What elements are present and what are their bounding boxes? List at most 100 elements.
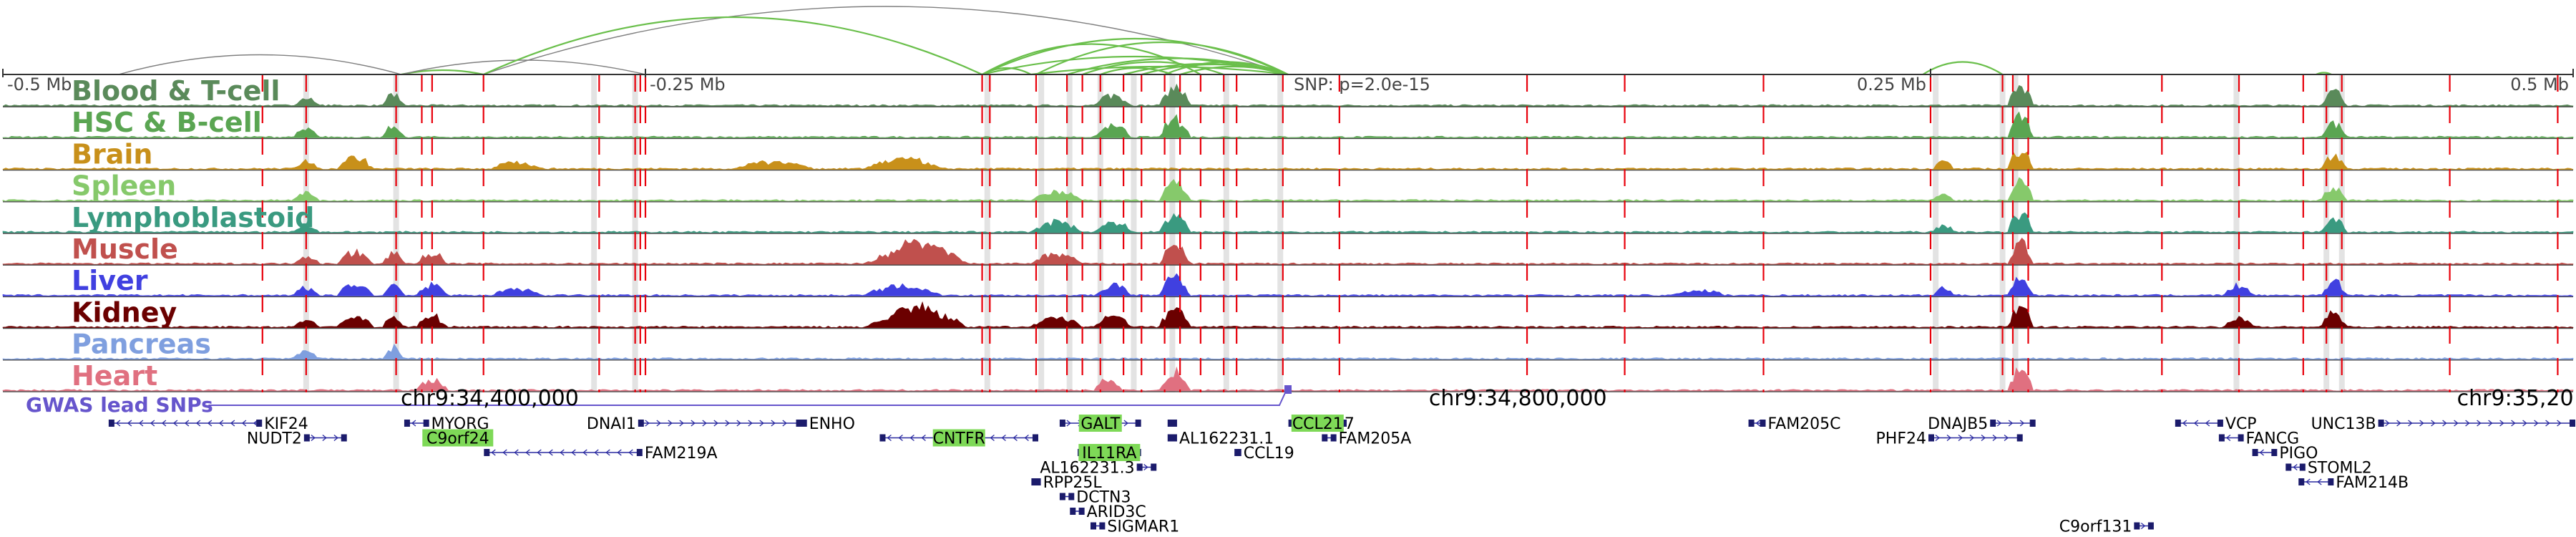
gene-exon bbox=[2147, 522, 2154, 530]
snp-pvalue-label: SNP: p=2.0e-15 bbox=[1294, 74, 1430, 95]
strand-chevron bbox=[138, 420, 144, 427]
strand-chevron bbox=[645, 420, 650, 427]
strand-chevron bbox=[898, 434, 903, 442]
gene-label: KIF24 bbox=[264, 415, 308, 433]
strand-chevron bbox=[702, 420, 707, 427]
gene-exon bbox=[1135, 420, 1141, 427]
strand-chevron bbox=[2193, 420, 2199, 427]
strand-chevron bbox=[668, 420, 673, 427]
interaction-arc bbox=[1922, 61, 2004, 75]
strand-chevron bbox=[628, 449, 633, 456]
track-label-0: Blood & T-cell bbox=[72, 75, 280, 107]
strand-chevron bbox=[887, 434, 892, 442]
gene-exon bbox=[2328, 478, 2334, 485]
strand-chevron bbox=[2140, 522, 2146, 530]
gene-label: C9orf24 bbox=[426, 430, 489, 448]
gene-label: FAM205A bbox=[1339, 430, 1412, 448]
strand-chevron bbox=[2431, 420, 2436, 427]
gene-exon bbox=[2217, 420, 2223, 427]
gene-label: FAM214B bbox=[2336, 474, 2409, 492]
gene-label: DCTN3 bbox=[1076, 489, 1131, 507]
gene-label: CNTFR bbox=[933, 430, 985, 448]
strand-chevron bbox=[748, 420, 753, 427]
interaction-arc bbox=[401, 59, 646, 75]
gene-label: AL162231.3 bbox=[1040, 460, 1134, 478]
strand-chevron bbox=[2293, 463, 2298, 471]
strand-chevron bbox=[2019, 420, 2025, 427]
strand-chevron bbox=[2477, 420, 2482, 427]
strand-chevron bbox=[2511, 420, 2516, 427]
gene-exon bbox=[303, 434, 310, 442]
strand-chevron bbox=[1981, 434, 1986, 442]
gene-fam205c: FAM205C bbox=[1748, 415, 1841, 433]
track-label-7: Kidney bbox=[72, 296, 177, 328]
gene-c9orf24: C9orf24 bbox=[422, 429, 494, 448]
strand-chevron bbox=[491, 449, 496, 456]
gene-label: ARID3C bbox=[1087, 503, 1146, 521]
gene-unc13b: UNC13B bbox=[2311, 415, 2575, 433]
gene-exon bbox=[108, 420, 114, 427]
strand-chevron bbox=[115, 420, 121, 427]
strand-chevron bbox=[617, 449, 622, 456]
gene-exon bbox=[2299, 463, 2306, 471]
strand-chevron bbox=[548, 449, 553, 456]
gene-enho: ENHO bbox=[797, 415, 855, 433]
strand-chevron bbox=[1935, 434, 1941, 442]
gene-exon bbox=[801, 420, 807, 427]
interaction-arc bbox=[1100, 67, 1173, 76]
strand-chevron bbox=[161, 420, 167, 427]
track-label-2: Brain bbox=[72, 138, 152, 170]
strand-chevron bbox=[909, 434, 914, 442]
strand-chevron bbox=[2545, 420, 2550, 427]
gene-label: CCL19 bbox=[1244, 445, 1294, 463]
gene-label: DNAI1 bbox=[587, 415, 636, 433]
gene-label: FAM205C bbox=[1768, 415, 1841, 433]
distance-ruler: -0.5 Mb -0.25 Mb 0.25 Mb 0.5 Mb SNP: p=2.0e-… bbox=[2, 69, 2574, 95]
gene-fam205a: FAM205A bbox=[1322, 430, 1411, 448]
gene-highlight-box bbox=[1078, 444, 1141, 461]
gene-exon bbox=[1031, 478, 1038, 485]
interaction-arcs bbox=[118, 6, 2332, 76]
strand-chevron bbox=[679, 420, 684, 427]
gene-ccl21: CCL21 bbox=[1288, 415, 1347, 433]
gene-exon bbox=[1136, 463, 1143, 471]
gene-exon bbox=[1330, 434, 1337, 442]
strand-chevron bbox=[241, 420, 247, 427]
gene-exon bbox=[341, 434, 347, 442]
strand-chevron bbox=[1958, 434, 1963, 442]
strand-chevron bbox=[2259, 449, 2264, 456]
gene-label: DNAJB5 bbox=[1928, 415, 1988, 433]
gene-exon bbox=[1171, 434, 1177, 442]
gene-exon bbox=[2271, 449, 2278, 456]
gene-label: NUDT2 bbox=[247, 430, 302, 448]
strand-chevron bbox=[207, 420, 213, 427]
gene-exon bbox=[2252, 449, 2258, 456]
gene-dnai1: DNAI1 bbox=[587, 415, 802, 433]
strand-chevron bbox=[782, 420, 787, 427]
strand-chevron bbox=[1996, 420, 2002, 427]
strand-chevron bbox=[2454, 420, 2459, 427]
strand-chevron bbox=[150, 420, 155, 427]
strand-chevron bbox=[2306, 478, 2311, 485]
track-label-8: Pancreas bbox=[72, 329, 211, 360]
track-signal bbox=[2, 273, 2574, 296]
gene-exon bbox=[484, 449, 490, 456]
track-signal bbox=[2, 344, 2574, 360]
gene-cntfr: CNTFR bbox=[879, 429, 1038, 448]
interaction-arc bbox=[1179, 65, 1289, 76]
strand-chevron bbox=[2522, 420, 2527, 427]
gene-exon bbox=[1078, 508, 1085, 515]
gene-exon bbox=[1341, 420, 1347, 427]
gene-exon bbox=[1322, 434, 1328, 442]
strand-chevron bbox=[725, 420, 730, 427]
strand-chevron bbox=[605, 449, 610, 456]
track-signal bbox=[2, 212, 2574, 233]
interaction-arc bbox=[118, 54, 401, 75]
strand-chevron bbox=[691, 420, 696, 427]
interaction-arc bbox=[982, 37, 1289, 75]
strand-chevron bbox=[582, 449, 587, 456]
gene-exon bbox=[2378, 420, 2384, 427]
gene-exon bbox=[1035, 478, 1041, 485]
